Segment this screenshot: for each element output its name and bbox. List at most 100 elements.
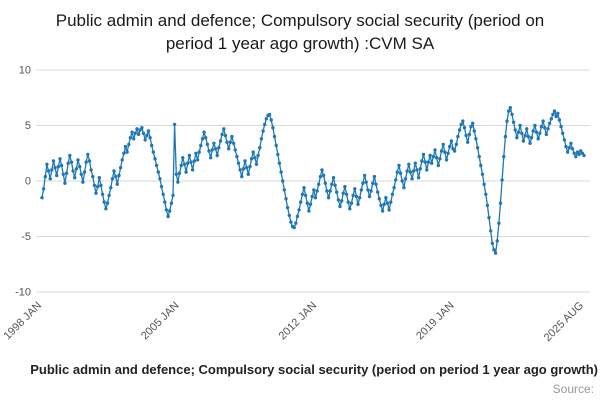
data-point xyxy=(490,241,494,245)
data-point xyxy=(448,144,452,149)
data-point xyxy=(50,168,54,172)
data-point xyxy=(425,168,429,172)
data-point xyxy=(41,187,46,191)
data-point xyxy=(168,209,172,213)
data-point xyxy=(128,135,133,140)
data-point xyxy=(102,200,106,204)
data-point xyxy=(204,135,208,140)
data-point xyxy=(259,137,264,141)
data-point xyxy=(436,163,440,168)
data-point xyxy=(538,131,542,135)
data-point xyxy=(45,162,49,166)
data-point xyxy=(416,175,421,180)
data-point xyxy=(420,159,424,163)
data-point xyxy=(572,151,576,155)
data-point xyxy=(199,143,203,148)
data-point xyxy=(195,158,200,162)
data-point xyxy=(461,119,465,123)
data-point xyxy=(153,157,157,161)
data-point xyxy=(546,127,550,131)
chart-footer: Public admin and defence; Compulsory soc… xyxy=(0,362,600,400)
data-point xyxy=(140,125,144,130)
data-point xyxy=(521,139,526,143)
data-point xyxy=(338,204,342,209)
data-point xyxy=(526,134,530,139)
y-tick-label: -10 xyxy=(15,286,31,298)
data-point xyxy=(400,179,404,183)
data-point xyxy=(552,109,557,113)
data-point xyxy=(264,117,268,121)
data-point xyxy=(48,177,52,181)
data-point xyxy=(582,153,586,158)
data-point xyxy=(63,181,67,185)
data-point xyxy=(464,133,468,138)
data-point xyxy=(109,185,113,190)
data-point xyxy=(544,132,548,137)
data-point xyxy=(289,220,293,224)
data-point xyxy=(564,144,568,149)
data-point xyxy=(549,117,553,121)
data-point xyxy=(213,147,218,151)
data-point xyxy=(158,177,162,181)
data-point xyxy=(344,192,349,196)
data-point xyxy=(274,143,278,148)
data-point xyxy=(217,145,221,150)
data-point xyxy=(82,170,87,174)
data-point xyxy=(81,180,85,184)
source-label: Source: xyxy=(552,382,594,396)
data-point xyxy=(554,114,558,119)
data-point xyxy=(395,170,399,174)
data-point xyxy=(323,181,327,185)
data-point xyxy=(66,161,70,165)
data-point xyxy=(209,155,213,160)
data-point xyxy=(459,122,463,127)
data-point xyxy=(197,150,201,154)
data-point xyxy=(390,192,395,196)
data-point xyxy=(348,207,352,211)
data-point xyxy=(561,131,565,135)
data-point xyxy=(110,177,115,181)
data-point xyxy=(541,119,545,123)
data-point xyxy=(407,162,411,166)
data-point xyxy=(230,134,234,139)
data-point xyxy=(297,208,301,212)
data-point xyxy=(318,174,323,179)
y-tick-label: 5 xyxy=(25,120,31,132)
data-point xyxy=(261,129,265,133)
data-point xyxy=(452,149,457,153)
data-point xyxy=(500,178,504,182)
data-point xyxy=(403,177,408,181)
data-point xyxy=(307,209,311,213)
data-point xyxy=(320,168,324,172)
data-point xyxy=(51,159,56,163)
data-point xyxy=(115,182,120,186)
x-tick-label: 2005 JAN xyxy=(139,300,182,343)
data-point xyxy=(520,131,524,135)
data-point xyxy=(135,127,139,131)
data-point xyxy=(100,192,105,196)
data-point xyxy=(215,153,219,158)
data-point xyxy=(384,195,388,200)
data-point xyxy=(534,130,539,134)
data-point xyxy=(164,208,169,212)
data-point xyxy=(533,123,537,128)
data-point xyxy=(402,185,406,190)
y-tick-label: -5 xyxy=(21,231,31,243)
data-point xyxy=(482,182,486,186)
data-point xyxy=(46,169,51,173)
data-point xyxy=(190,168,195,172)
data-point xyxy=(107,193,111,198)
data-point xyxy=(467,132,472,137)
data-point xyxy=(474,137,478,141)
data-point xyxy=(475,145,480,150)
data-point xyxy=(99,183,103,188)
data-point xyxy=(143,138,147,142)
data-point xyxy=(556,111,560,115)
data-point xyxy=(479,163,483,168)
data-point xyxy=(317,182,321,186)
data-point xyxy=(40,195,44,200)
data-point xyxy=(353,187,357,191)
data-point xyxy=(454,142,458,147)
data-point xyxy=(245,165,249,170)
data-point xyxy=(73,175,77,180)
